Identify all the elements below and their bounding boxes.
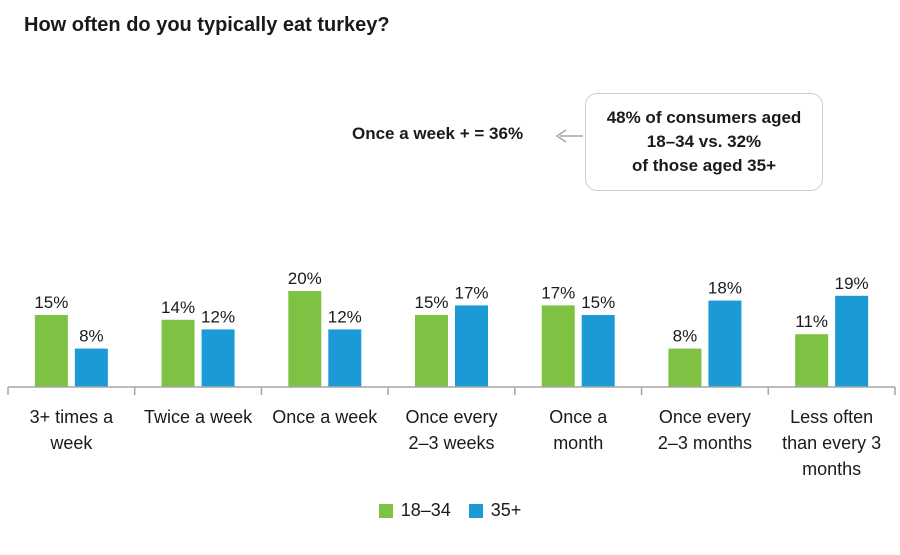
data-label: 8% — [673, 327, 698, 346]
legend: 18–34 35+ — [0, 500, 900, 521]
chart-title: How often do you typically eat turkey? — [24, 14, 390, 36]
bar-35-plus — [74, 348, 108, 387]
data-label: 15% — [414, 293, 448, 312]
data-label: 12% — [328, 307, 362, 326]
callout-box-line: 48% of consumers aged — [606, 108, 802, 127]
x-tick-label: Less often — [790, 407, 873, 427]
x-tick-label: Once every — [405, 407, 497, 427]
x-tick-label: 3+ times a — [30, 407, 115, 427]
x-tick-label: 2–3 months — [658, 433, 752, 453]
x-tick-label: Twice a week — [144, 407, 253, 427]
data-label: 17% — [454, 283, 488, 302]
bar-18-34 — [161, 319, 195, 387]
data-label: 15% — [581, 293, 615, 312]
callout-box: 48% of consumers aged 18–34 vs. 32% of t… — [585, 93, 823, 191]
x-tick-label: week — [49, 433, 93, 453]
legend-item-35-plus: 35+ — [468, 500, 522, 521]
legend-label-35-plus: 35+ — [490, 500, 522, 520]
callout-arrow-head — [555, 129, 567, 143]
x-tick-label: months — [802, 459, 861, 479]
bar-18-34 — [288, 291, 322, 387]
legend-swatch-18-34 — [378, 503, 393, 518]
bar-35-plus — [581, 315, 615, 387]
x-tick-label: Once a week — [272, 407, 378, 427]
bar-35-plus — [328, 329, 362, 387]
data-label: 12% — [201, 307, 235, 326]
legend-item-18-34: 18–34 — [378, 500, 451, 521]
bar-35-plus — [455, 305, 488, 387]
labels-group: 15% 8% 3+ times a week 14% 12% Twice a week 20%… — [30, 269, 882, 479]
data-label: 15% — [34, 293, 68, 312]
data-label: 11% — [795, 312, 828, 331]
callout-box-line: of those aged 35+ — [631, 156, 777, 175]
bar-35-plus — [835, 295, 869, 387]
bars-group — [34, 291, 869, 387]
data-label: 8% — [79, 327, 104, 346]
x-tick-label: 2–3 weeks — [408, 433, 494, 453]
callout-summary: Once a week + = 36% — [352, 124, 524, 143]
x-tick-label: than every 3 — [782, 433, 881, 453]
x-axis — [7, 386, 896, 395]
data-label: 14% — [161, 298, 195, 317]
x-tick-label: Once a — [549, 407, 608, 427]
callout-box-line: 18–34 vs. 32% — [646, 132, 762, 151]
bar-18-34 — [541, 305, 575, 387]
bar-18-34 — [415, 315, 448, 387]
legend-swatch-35-plus — [468, 503, 483, 518]
data-label: 17% — [541, 283, 575, 302]
x-tick-label: month — [553, 433, 603, 453]
bar-35-plus — [201, 329, 235, 387]
bar-18-34 — [34, 315, 68, 387]
bar-18-34 — [795, 334, 829, 387]
legend-label-18-34: 18–34 — [400, 500, 451, 520]
x-tick-label: Once every — [659, 407, 751, 427]
data-label: 18% — [708, 279, 742, 298]
bar-35-plus — [708, 300, 742, 387]
data-label: 19% — [835, 274, 869, 293]
bar-18-34 — [668, 348, 702, 387]
data-label: 20% — [288, 269, 322, 288]
